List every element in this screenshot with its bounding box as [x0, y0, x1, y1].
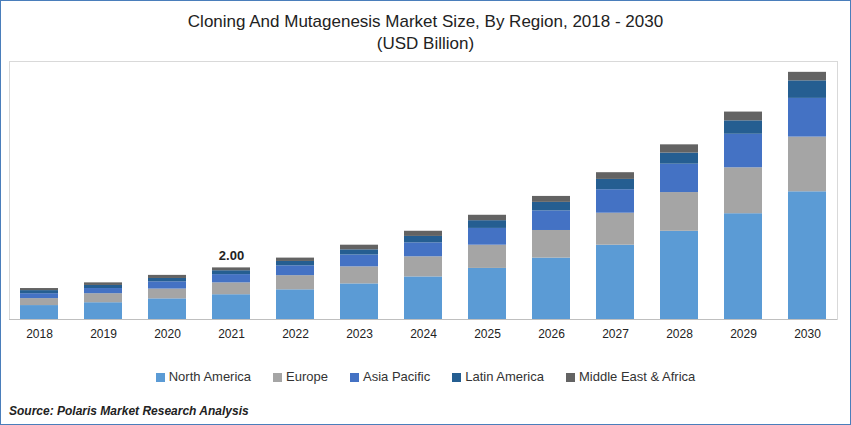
- svg-text:2019: 2019: [90, 327, 117, 341]
- svg-text:2027: 2027: [602, 327, 629, 341]
- html-text:Middle East & Africa: Middle East & Africa: [579, 369, 696, 384]
- html-text:Cloning And Mutagenesis Market: Cloning And Mutagenesis Market Size, By …: [187, 12, 664, 31]
- svg-text:2020: 2020: [154, 327, 181, 341]
- svg-text:2024: 2024: [410, 327, 437, 341]
- svg-text:2021: 2021: [218, 327, 245, 341]
- svg-text:2018: 2018: [26, 327, 53, 341]
- html-text:(USD Billion): (USD Billion): [376, 34, 475, 53]
- html-text:Source: Polaris Market Researc: Source: Polaris Market Research Analysis: [9, 404, 249, 418]
- svg-text:2023: 2023: [346, 327, 373, 341]
- svg-text:2026: 2026: [538, 327, 565, 341]
- html-text:Asia Pacific: Asia Pacific: [363, 369, 431, 384]
- svg-text:2029: 2029: [730, 327, 757, 341]
- html-text:Latin America: Latin America: [465, 369, 544, 384]
- svg-text:2022: 2022: [282, 327, 309, 341]
- html-text:North America: North America: [168, 369, 252, 384]
- svg-text:2030: 2030: [794, 327, 821, 341]
- svg-text:2025: 2025: [474, 327, 501, 341]
- svg-text:2.00: 2.00: [219, 248, 244, 263]
- html-text:Europe: Europe: [286, 369, 328, 384]
- svg-text:2028: 2028: [666, 327, 693, 341]
